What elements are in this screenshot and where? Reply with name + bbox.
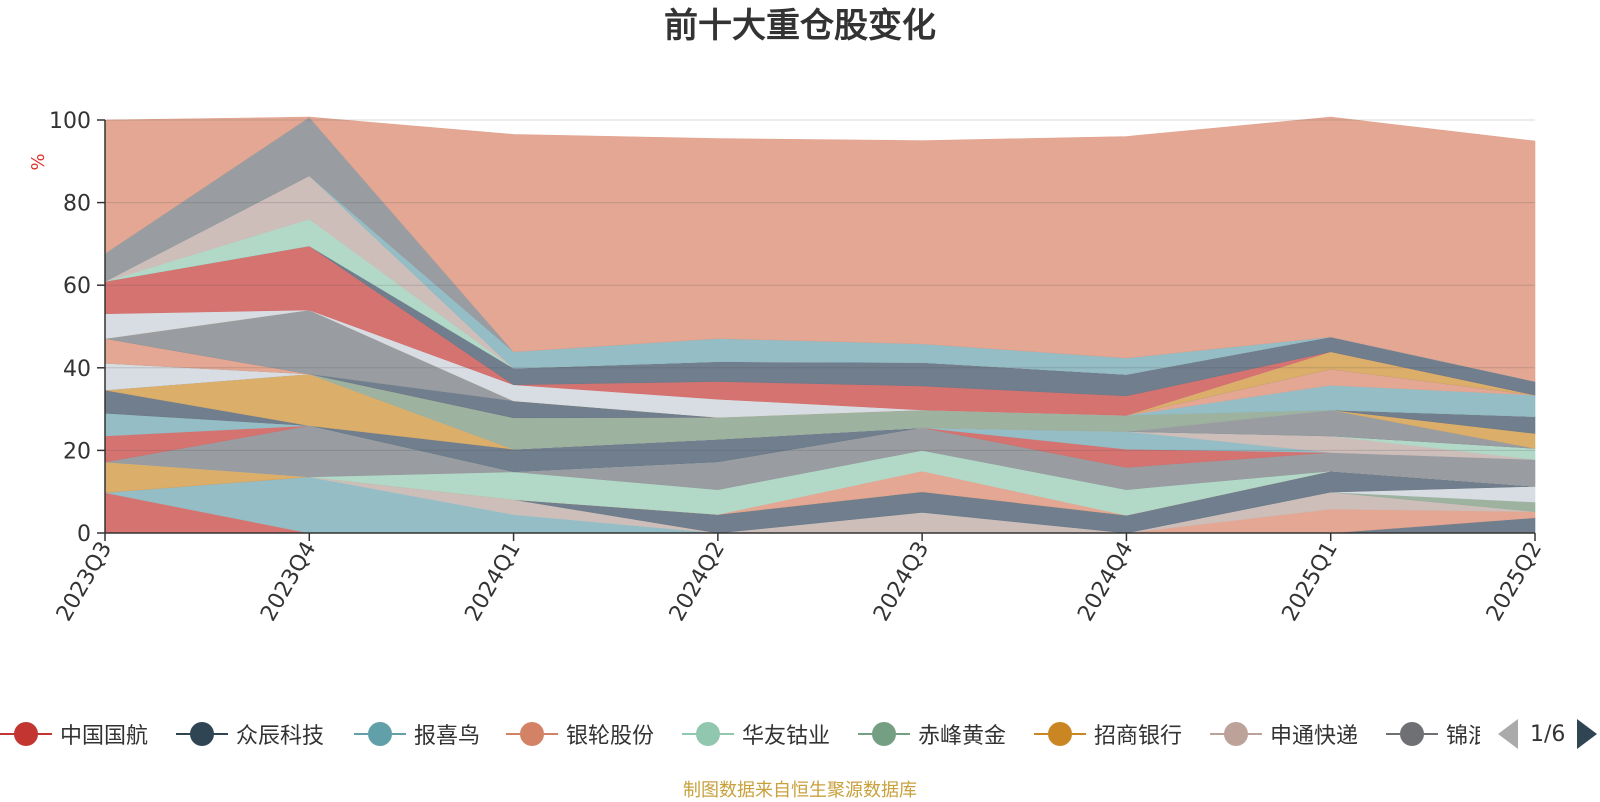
legend-item[interactable]: 申通快递 xyxy=(1210,714,1358,754)
x-tick-label: 2023Q4 xyxy=(256,538,321,626)
y-axis-unit: % xyxy=(28,153,49,170)
pager-next-arrow-icon[interactable] xyxy=(1577,719,1598,749)
legend-item[interactable]: 报喜鸟 xyxy=(354,714,480,754)
y-tick-label: 20 xyxy=(63,439,91,464)
legend-pager: 1/6 xyxy=(1498,714,1598,754)
legend-item[interactable]: 赤峰黄金 xyxy=(858,714,1006,754)
x-tick-label: 2024Q4 xyxy=(1073,538,1138,626)
x-tick-label: 2024Q2 xyxy=(665,538,730,626)
x-tick-label: 2024Q3 xyxy=(869,538,934,626)
y-tick-label: 80 xyxy=(63,192,91,217)
x-tick-label: 2024Q1 xyxy=(460,538,525,626)
legend-label: 申通快递 xyxy=(1270,724,1359,749)
legend-item[interactable]: 众辰科技 xyxy=(176,714,324,754)
legend-label: 锦浪科技 xyxy=(1446,724,1480,749)
chart-title: 前十大重仓股变化 xyxy=(664,6,936,46)
grid-layer xyxy=(105,119,1535,451)
legend: 中国国航 众辰科技 报喜鸟 银轮股份 华友钴业 赤峰黄金 招商银行 申通快递 锦浪科技 xyxy=(0,714,1480,754)
pager-prev-arrow-icon[interactable] xyxy=(1498,719,1518,749)
areas-layer xyxy=(104,116,1536,534)
source-footer: 制图数据来自恒生聚源数据库 xyxy=(683,780,917,801)
legend-marker-icon xyxy=(354,714,406,754)
y-tick-label: 60 xyxy=(63,274,91,299)
legend-label: 众辰科技 xyxy=(236,724,325,749)
legend-marker-icon xyxy=(858,714,910,754)
legend-label: 中国国航 xyxy=(60,724,149,749)
pager-text: 1/6 xyxy=(1530,721,1566,747)
legend-marker-icon xyxy=(176,714,228,754)
legend-item[interactable]: 招商银行 xyxy=(1034,714,1182,754)
area-series-36 xyxy=(104,116,1536,382)
x-tick-label: 2023Q3 xyxy=(52,538,117,626)
legend-item[interactable]: 银轮股份 xyxy=(506,714,654,754)
legend-item[interactable]: 锦浪科技 xyxy=(1386,714,1480,754)
legend-label: 银轮股份 xyxy=(566,724,655,749)
legend-marker-icon xyxy=(682,714,734,754)
legend-marker-icon xyxy=(506,714,558,754)
x-tick-label: 2025Q2 xyxy=(1482,538,1547,626)
legend-label: 报喜鸟 xyxy=(414,724,481,749)
legend-label: 华友钴业 xyxy=(742,724,831,749)
y-tick-label: 40 xyxy=(63,357,91,382)
legend-item[interactable]: 华友钴业 xyxy=(682,714,830,754)
y-tick-label: 0 xyxy=(77,522,91,547)
legend-item[interactable]: 中国国航 xyxy=(0,714,148,754)
legend-marker-icon xyxy=(1034,714,1086,754)
legend-marker-icon xyxy=(1210,714,1262,754)
legend-marker-icon xyxy=(1386,714,1438,754)
legend-label: 招商银行 xyxy=(1094,724,1183,749)
x-tick-label: 2025Q1 xyxy=(1278,538,1343,626)
legend-marker-icon xyxy=(0,714,52,754)
legend-label: 赤峰黄金 xyxy=(918,724,1007,749)
y-tick-label: 100 xyxy=(49,109,91,134)
